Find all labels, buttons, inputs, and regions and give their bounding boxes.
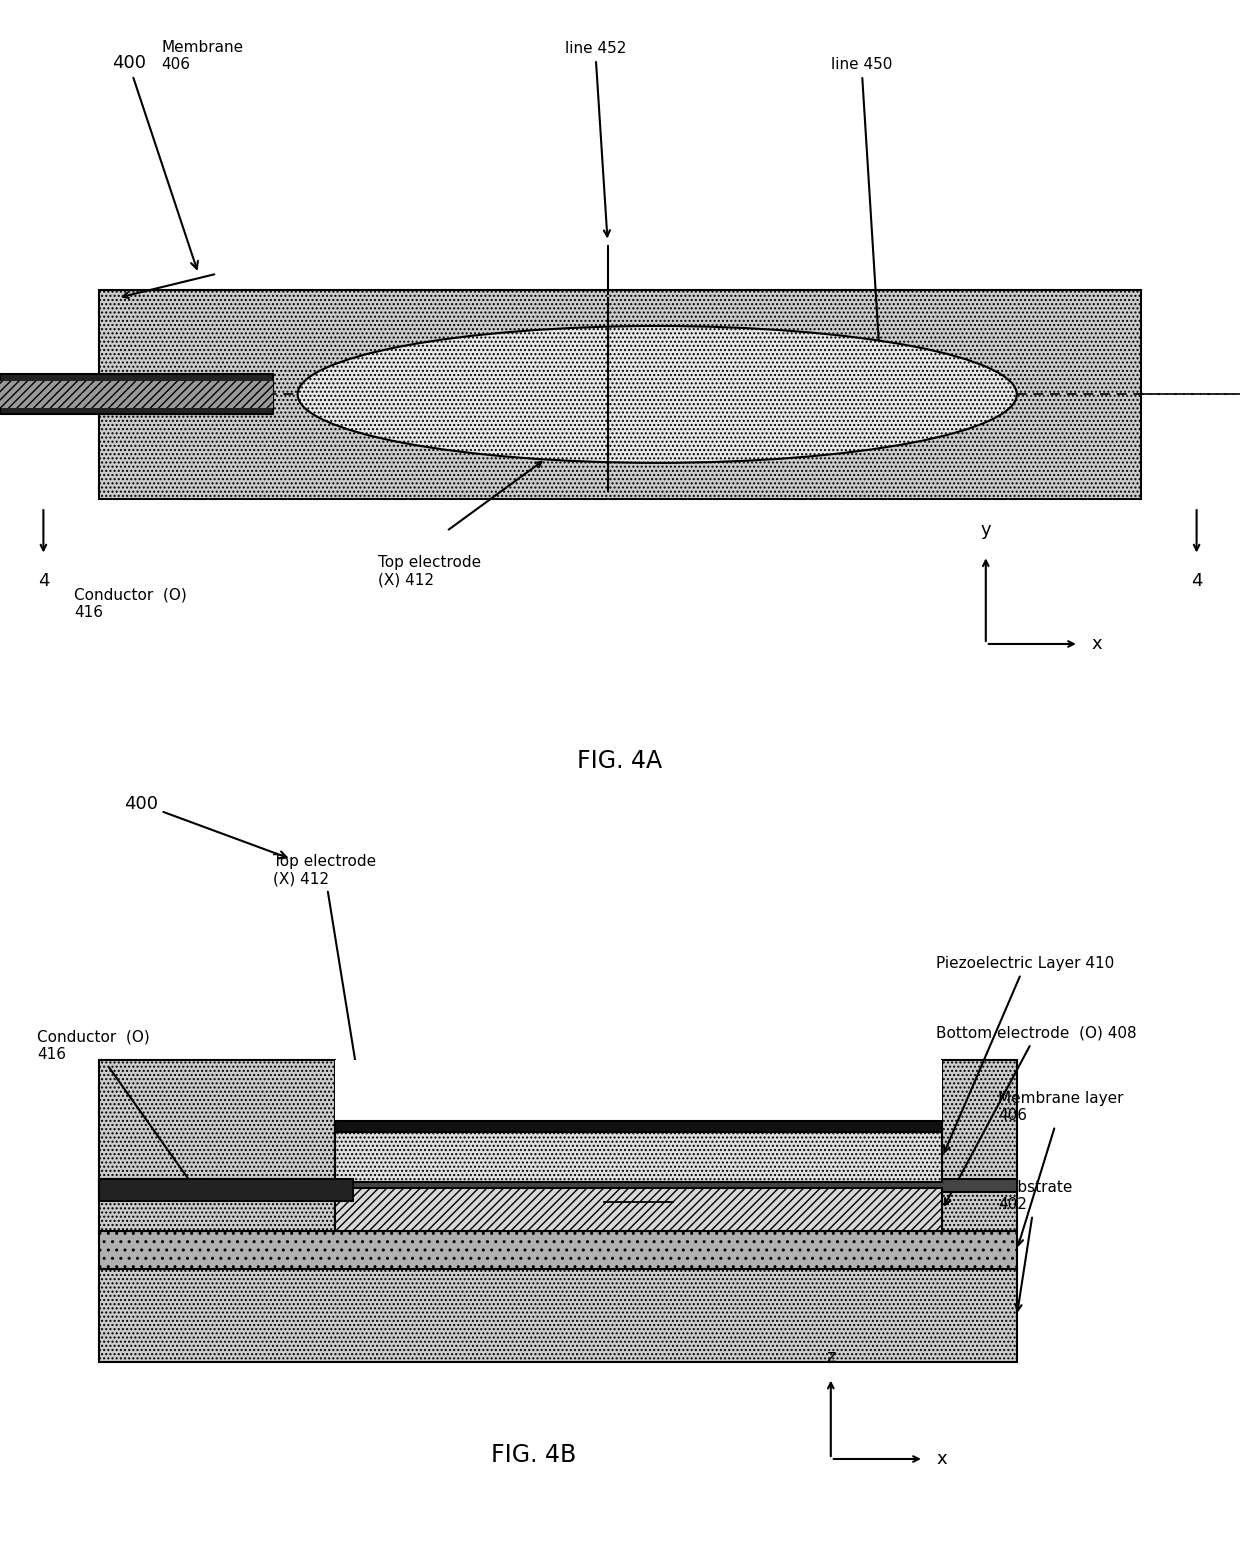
Bar	[99, 1060, 335, 1231]
Text: 400: 400	[124, 794, 286, 858]
Text: x: x	[1091, 635, 1102, 653]
Text: Conductor  (O)
416: Conductor (O) 416	[74, 588, 187, 621]
Text: Membrane layer
406: Membrane layer 406	[998, 1091, 1123, 1245]
Text: x: x	[936, 1450, 947, 1468]
Bar	[942, 1060, 1017, 1231]
Text: 400: 400	[112, 54, 198, 269]
Ellipse shape	[298, 327, 1017, 463]
Bar	[99, 1269, 1017, 1362]
Bar	[99, 1180, 1017, 1192]
Bar	[335, 1060, 942, 1231]
Text: FIG. 4A: FIG. 4A	[578, 749, 662, 772]
Text: Top electrode
(X) 412: Top electrode (X) 412	[378, 556, 481, 588]
Bar	[99, 1231, 1017, 1269]
Text: FIG. 4B: FIG. 4B	[491, 1443, 575, 1468]
Bar	[335, 1121, 942, 1132]
Text: Piezoelectric Layer 410: Piezoelectric Layer 410	[936, 957, 1115, 1152]
Bar	[0, 381, 273, 409]
Bar	[335, 1189, 942, 1231]
Bar	[0, 375, 273, 415]
Text: line 450: line 450	[831, 57, 892, 362]
Text: 404: 404	[621, 1178, 656, 1195]
Text: Conductor  (O)
416: Conductor (O) 416	[37, 1029, 198, 1192]
Text: Membrane
406: Membrane 406	[161, 40, 243, 73]
Text: 4: 4	[37, 571, 50, 590]
Text: line 452: line 452	[564, 42, 626, 237]
Text: 4: 4	[1190, 571, 1203, 590]
Bar	[99, 1178, 353, 1201]
Text: Top electrode
(X) 412: Top electrode (X) 412	[273, 854, 376, 1121]
Bar	[335, 1132, 942, 1183]
Text: Cavity: Cavity	[610, 1127, 667, 1146]
Text: z: z	[826, 1348, 836, 1367]
Bar	[99, 289, 1141, 498]
Text: Substrate
402: Substrate 402	[998, 1180, 1073, 1311]
Text: y: y	[981, 522, 991, 539]
Text: Bottom electrode  (O) 408: Bottom electrode (O) 408	[936, 1026, 1137, 1204]
